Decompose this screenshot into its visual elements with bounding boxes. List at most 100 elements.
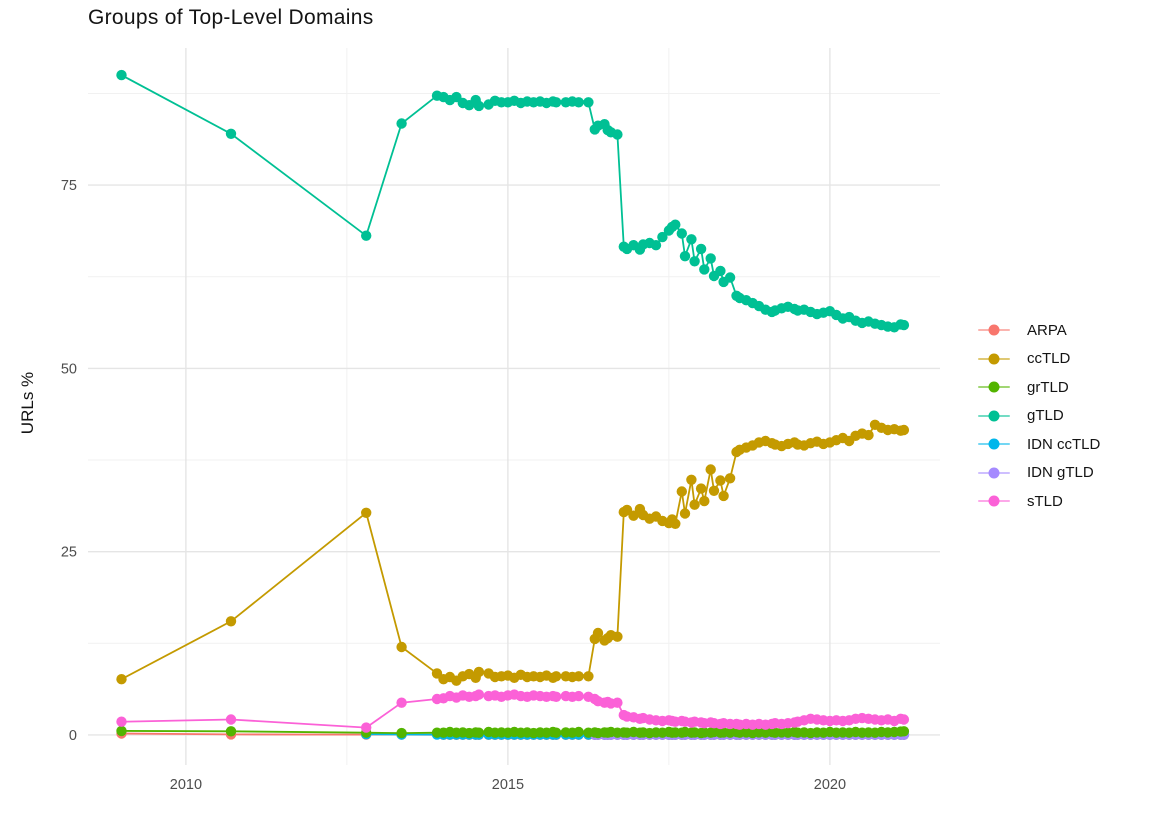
data-point: [650, 240, 662, 251]
data-point: [715, 265, 726, 277]
data-point: [676, 486, 687, 497]
data-point: [898, 726, 910, 737]
data-point: [686, 234, 697, 245]
legend-item-stld: sTLD: [978, 492, 1100, 510]
data-point: [863, 429, 874, 441]
x-axis-tick-label: 2010: [170, 777, 202, 793]
data-point: [573, 726, 584, 738]
legend-key-icon: [978, 378, 1010, 396]
data-point: [689, 499, 700, 510]
legend: ARPA ccTLD grTLD gTLD IDN ccTLD IDN gTLD sTLD: [978, 321, 1100, 521]
data-point: [361, 722, 372, 733]
series-gtld: [116, 69, 910, 333]
y-axis-tick-label: 75: [61, 178, 77, 194]
legend-item-grtld: grTLD: [978, 378, 1100, 396]
chart-title: Groups of Top-Level Domains: [88, 6, 374, 29]
series-line: [121, 423, 905, 682]
legend-label: ARPA: [1027, 321, 1067, 339]
data-point: [612, 129, 623, 140]
data-point: [551, 97, 562, 108]
data-point: [583, 97, 594, 108]
data-point: [583, 671, 594, 682]
data-point: [396, 697, 407, 708]
data-point: [116, 674, 127, 685]
legend-item-idn-gtld: IDN gTLD: [978, 464, 1100, 482]
data-point: [116, 69, 127, 81]
legend-key-icon: [978, 407, 1010, 425]
data-point: [699, 495, 710, 507]
data-point: [225, 726, 237, 737]
data-point: [396, 118, 407, 129]
data-point: [705, 253, 716, 264]
data-point: [612, 697, 623, 708]
data-point: [592, 627, 604, 639]
legend-label: sTLD: [1027, 492, 1063, 510]
data-point: [686, 474, 697, 485]
legend-item-arpa: ARPA: [978, 321, 1100, 339]
data-point: [573, 690, 584, 702]
data-point: [705, 464, 716, 475]
data-point: [473, 689, 485, 700]
series-stld: [116, 689, 910, 733]
legend-key-icon: [978, 321, 1010, 339]
data-point: [473, 727, 485, 738]
data-point: [679, 508, 691, 519]
data-point: [551, 691, 562, 702]
data-point: [551, 671, 562, 682]
legend-key-icon: [978, 435, 1010, 453]
legend-item-idn-cctld: IDN ccTLD: [978, 435, 1100, 453]
legend-label: grTLD: [1027, 378, 1069, 396]
legend-label: IDN ccTLD: [1027, 435, 1101, 453]
data-point: [898, 714, 910, 725]
x-axis-tick-label: 2015: [492, 777, 524, 793]
y-axis-tick-label: 25: [61, 545, 77, 561]
data-point: [670, 219, 681, 230]
data-point: [670, 518, 681, 529]
legend-key-icon: [978, 464, 1010, 482]
data-point: [573, 97, 584, 108]
data-point: [396, 641, 407, 653]
data-point: [676, 228, 687, 239]
x-axis-tick-label: 2020: [814, 777, 846, 793]
data-point: [708, 485, 720, 496]
data-point: [396, 727, 407, 739]
series-cctld: [116, 419, 910, 686]
data-point: [361, 230, 372, 241]
data-point: [715, 475, 726, 486]
y-axis-tick-label: 0: [69, 728, 77, 744]
data-point: [724, 272, 736, 283]
data-point: [573, 671, 584, 682]
data-point: [718, 490, 729, 502]
legend-label: gTLD: [1027, 407, 1064, 424]
legend-key-icon: [978, 350, 1010, 368]
data-point: [116, 725, 127, 737]
legend-label: IDN gTLD: [1027, 464, 1094, 481]
legend-label: ccTLD: [1027, 350, 1071, 367]
series-line: [121, 74, 905, 329]
data-point: [116, 716, 127, 727]
y-axis-tick-label: 50: [61, 361, 77, 377]
series-grtld: [116, 725, 910, 739]
data-point: [724, 473, 736, 484]
data-point: [361, 507, 372, 518]
data-point: [695, 243, 707, 255]
data-point: [657, 231, 668, 243]
data-point: [898, 424, 910, 436]
data-point: [898, 319, 910, 331]
data-point: [225, 714, 237, 725]
data-point: [695, 483, 707, 494]
data-point: [225, 128, 237, 139]
legend-item-gtld: gTLD: [978, 407, 1100, 425]
data-point: [473, 100, 485, 112]
data-point: [551, 727, 562, 738]
data-point: [225, 616, 237, 627]
data-point: [689, 256, 700, 267]
legend-key-icon: [978, 492, 1010, 510]
data-point: [612, 631, 623, 642]
data-point: [679, 251, 691, 262]
data-point: [473, 666, 485, 678]
data-point: [628, 510, 639, 521]
data-point: [699, 264, 710, 275]
legend-item-cctld: ccTLD: [978, 350, 1100, 368]
